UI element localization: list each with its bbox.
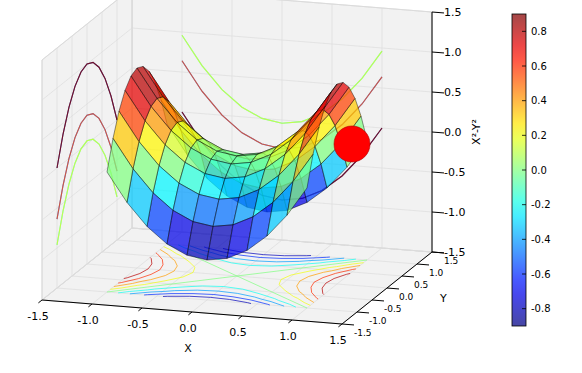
- z-tick-label: -1.0: [444, 206, 465, 219]
- y-axis-line: [342, 252, 432, 324]
- x-tick-label: 1.0: [279, 330, 297, 343]
- z-axis-label: X²-Y²: [470, 119, 483, 145]
- x-tick: [38, 300, 42, 303]
- x-tick-label: -1.5: [27, 310, 48, 323]
- colorbar-labels: -0.8 -0.6 -0.4 -0.2 0.0 0.2 0.4 0.6 0.8: [531, 26, 551, 314]
- grid-line: [42, 188, 132, 260]
- grid-line: [342, 252, 432, 324]
- colorbar-tick: [522, 31, 526, 32]
- colorbar-tick-label: 0.6: [531, 61, 547, 72]
- x-tick: [138, 308, 142, 311]
- floor-contour: [114, 249, 360, 302]
- z-tick: [432, 92, 444, 94]
- colorbar-tick: [522, 274, 526, 275]
- y-tick-label: -1.0: [369, 316, 387, 326]
- colorbar-tick: [522, 66, 526, 67]
- colorbar-tick: [522, 100, 526, 101]
- z-tick: [432, 212, 444, 214]
- x-tick: [88, 304, 92, 307]
- axes: [38, 12, 444, 327]
- x-tick: [188, 312, 192, 315]
- z-tick-label: 0.0: [444, 126, 462, 139]
- surface: [107, 66, 367, 260]
- tick-labels: -1.5-1.0-0.50.00.51.01.5-1.5-1.0-0.50.00…: [27, 6, 465, 347]
- z-tick-label: 1.5: [444, 6, 462, 19]
- floor-contour: [110, 247, 363, 306]
- floor-contour: [124, 257, 350, 294]
- y-tick-label: 1.0: [429, 268, 444, 278]
- side-wall-curve: [57, 139, 117, 245]
- z-tick-label: 0.5: [444, 86, 462, 99]
- grid-line: [72, 276, 372, 300]
- colorbar-tick-label: -0.4: [531, 234, 551, 245]
- y-tick: [387, 288, 399, 290]
- x-tick: [338, 324, 342, 327]
- surface-cell: [107, 138, 133, 202]
- chart: -1.5-1.0-0.50.00.51.01.5-1.5-1.0-0.50.00…: [0, 0, 582, 373]
- colorbar: [512, 14, 526, 326]
- surface-cell: [287, 154, 313, 215]
- colorbar-tick-label: 0.4: [531, 95, 547, 106]
- colorbar-tick-label: -0.2: [531, 199, 551, 210]
- z-tick: [432, 252, 444, 254]
- x-tick-label: -0.5: [127, 318, 148, 331]
- y-tick: [432, 252, 444, 254]
- z-tick: [432, 172, 444, 174]
- side-pane: [42, 0, 132, 300]
- z-tick: [432, 52, 444, 54]
- x-tick-label: -1.0: [77, 314, 98, 327]
- z-tick: [432, 132, 444, 134]
- floor-contour: [118, 253, 356, 299]
- z-tick-label: -0.5: [444, 166, 465, 179]
- z-tick-label: 1.0: [444, 46, 462, 59]
- side-wall-curve: [57, 62, 117, 168]
- y-tick: [417, 264, 429, 266]
- y-tick-label: 0.5: [414, 280, 428, 290]
- z-tick: [432, 12, 444, 14]
- y-tick: [357, 312, 369, 314]
- grid-line: [132, 68, 432, 92]
- y-tick: [372, 300, 384, 302]
- colorbar-tick: [522, 170, 526, 171]
- scatter-point: [334, 126, 370, 162]
- colorbar-tick-label: 0.2: [531, 130, 547, 141]
- side-wall-curve: [57, 139, 117, 245]
- colorbar-tick-label: -0.8: [531, 303, 551, 314]
- colorbar-tick: [522, 308, 526, 309]
- y-tick-label: -0.5: [384, 304, 402, 314]
- x-tick-label: 1.5: [329, 334, 347, 347]
- x-axis-label: X: [184, 342, 192, 355]
- y-tick-label: -1.5: [354, 328, 372, 338]
- x-tick: [238, 316, 242, 319]
- y-tick: [342, 324, 354, 326]
- y-tick: [402, 276, 414, 278]
- z-tick-label: -1.5: [444, 246, 465, 259]
- colorbar-tick-label: -0.6: [531, 269, 551, 280]
- x-tick-label: 0.5: [229, 326, 247, 339]
- grid-line: [42, 0, 132, 60]
- x-tick: [288, 320, 292, 323]
- colorbar-tick: [522, 239, 526, 240]
- colorbar-tick-label: 0.8: [531, 26, 547, 37]
- x-tick-label: 0.0: [179, 322, 197, 335]
- grid-line: [42, 228, 132, 300]
- colorbar-tick-label: 0.0: [531, 165, 547, 176]
- y-tick-label: 0.0: [399, 292, 414, 302]
- colorbar-tick: [522, 135, 526, 136]
- grid-line: [132, 28, 432, 52]
- y-axis-label: Y: [439, 292, 447, 305]
- grid: [42, 0, 432, 324]
- grid-line: [102, 252, 402, 276]
- wall-projections: [57, 35, 382, 245]
- grid-line: [132, 0, 432, 12]
- colorbar-tick: [522, 204, 526, 205]
